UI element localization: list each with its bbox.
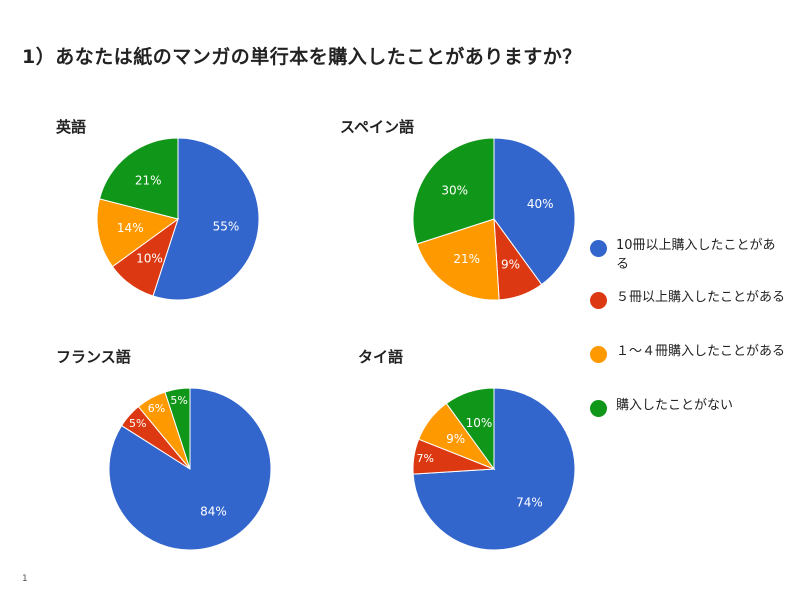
legend-swatch-icon bbox=[590, 346, 607, 363]
pie-data-label: 40% bbox=[527, 197, 554, 211]
chart-title-spanish: スペイン語 bbox=[340, 118, 414, 136]
pie-slice bbox=[98, 137, 179, 220]
legend-label: １～４冊購入したことがある bbox=[616, 344, 786, 359]
pie-slice bbox=[445, 387, 495, 471]
legend-swatch-icon bbox=[590, 240, 607, 257]
chart-title-thai: タイ語 bbox=[358, 348, 404, 366]
legend-swatch-icon bbox=[590, 292, 607, 309]
pie-data-label: 6% bbox=[148, 402, 165, 415]
pie-data-label: 7% bbox=[416, 452, 433, 465]
pie-slice bbox=[96, 198, 180, 268]
pie-data-label: 21% bbox=[453, 252, 480, 266]
pie-data-label: 21% bbox=[135, 174, 162, 188]
pie-chart-spanish: 40% 9% 21% 30% bbox=[412, 137, 576, 301]
pie-slice bbox=[416, 218, 500, 301]
legend-swatch-icon bbox=[590, 400, 607, 417]
legend-label: ５冊以上購入したことがある bbox=[616, 290, 786, 305]
pie-data-label: 10% bbox=[466, 416, 493, 430]
legend-label: 10冊以上購入したことがある bbox=[616, 238, 776, 272]
pie-data-label: 10% bbox=[136, 251, 163, 265]
pie-data-label: 5% bbox=[129, 417, 146, 430]
pie-data-label: 74% bbox=[516, 495, 543, 509]
pie-slice bbox=[493, 137, 576, 286]
chart-title-french: フランス語 bbox=[56, 348, 131, 366]
pie-data-label: 30% bbox=[441, 183, 468, 197]
legend-label: 購入したことがない bbox=[616, 398, 734, 413]
pie-slice bbox=[108, 387, 272, 551]
pie-chart-thai: 74% 7% 9%10% bbox=[412, 387, 576, 551]
page-number: 1 bbox=[22, 574, 28, 584]
pie-slice bbox=[412, 137, 495, 245]
pie-data-label: 55% bbox=[213, 220, 240, 234]
pie-slice bbox=[152, 137, 260, 301]
pie-data-label: 14% bbox=[117, 221, 144, 235]
pie-chart-english: 55% 10% 14% 21% bbox=[96, 137, 260, 301]
chart-title-english: 英語 bbox=[56, 118, 87, 136]
pie-data-label: 5% bbox=[170, 394, 187, 407]
pie-data-label: 9% bbox=[501, 258, 520, 272]
pie-data-label: 84% bbox=[200, 505, 227, 519]
page-title: 1）あなたは紙のマンガの単行本を購入したことがありますか？ bbox=[22, 46, 582, 68]
pie-data-label: 9% bbox=[446, 432, 465, 446]
pie-slice bbox=[164, 387, 191, 470]
pie-chart-french: 84%5%6%5% bbox=[108, 387, 272, 551]
